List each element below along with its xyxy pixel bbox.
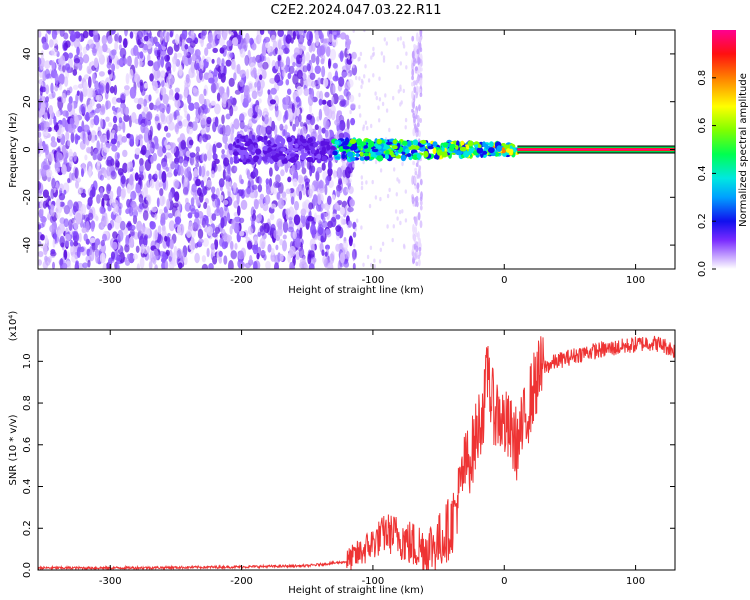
snr-y-label: SNR (10 * v/v) — [8, 414, 19, 485]
spectrogram-heatmap — [38, 30, 675, 269]
spectrogram-y-tick-label: -40 — [22, 237, 33, 253]
spectrogram-x-tick-label: 0 — [501, 275, 507, 286]
snr-x-tick-label: -200 — [230, 576, 253, 587]
colorbar-tick-label: 0.4 — [697, 165, 708, 181]
snr-y-tick-label: 1.0 — [22, 353, 33, 369]
colorbar: 0.0 0.2 0.4 0.6 0.8 Normalized spectral ampl… — [697, 30, 749, 277]
spectrogram-y-label: Frequency (Hz) — [8, 112, 19, 188]
spectrogram-y-tick-label: -20 — [22, 189, 33, 205]
snr-x-tick-label: 0 — [501, 576, 507, 587]
colorbar-tick-label: 0.0 — [697, 261, 708, 277]
spectrogram-x-tick-label: -300 — [99, 275, 122, 286]
spectrogram-x-label: Height of straight line (km) — [288, 285, 424, 296]
colorbar-gradient — [712, 30, 736, 269]
spectrogram-y-tick-label: 40 — [22, 48, 33, 61]
snr-y-tick-label: 0.0 — [22, 562, 33, 578]
snr-panel: -300 -200 -100 0 100 0.0 0.2 0.4 0.6 0.8 1.0 Heigh… — [8, 311, 676, 596]
snr-axes: -300 -200 -100 0 100 0.0 0.2 0.4 0.6 0.8 1.0 — [22, 330, 675, 587]
snr-y-tick-label: 0.2 — [22, 520, 33, 536]
snr-frame — [37, 329, 676, 571]
snr-x-label: Height of straight line (km) — [288, 585, 424, 596]
spectrogram-x-tick-label: 100 — [626, 275, 645, 286]
snr-x-tick-label: 100 — [626, 576, 645, 587]
chart-title: C2E2.2024.047.03.22.R11 — [270, 3, 441, 18]
colorbar-tick-label: 0.8 — [697, 70, 708, 86]
colorbar-tick-label: 0.2 — [697, 213, 708, 229]
snr-y-tick-label: 0.4 — [22, 479, 33, 495]
spectrogram-x-tick-label: -100 — [362, 275, 385, 286]
colorbar-label: Normalized spectral amplitude — [738, 73, 749, 227]
colorbar-tick-label: 0.6 — [697, 118, 708, 134]
spectrogram-y-tick-label: 0 — [22, 146, 33, 152]
snr-y-tick-label: 0.8 — [22, 395, 33, 411]
spectrogram-x-tick-label: -200 — [230, 275, 253, 286]
snr-x-tick-label: -100 — [362, 576, 385, 587]
snr-y-tick-label: 0.6 — [22, 437, 33, 453]
snr-scale-label: (x10⁴) — [8, 311, 19, 342]
snr-x-tick-label: -300 — [99, 576, 122, 587]
snr-series-line — [38, 335, 675, 570]
colorbar-ticks: 0.0 0.2 0.4 0.6 0.8 — [697, 70, 716, 277]
spectrogram-y-tick-label: 20 — [22, 95, 33, 108]
